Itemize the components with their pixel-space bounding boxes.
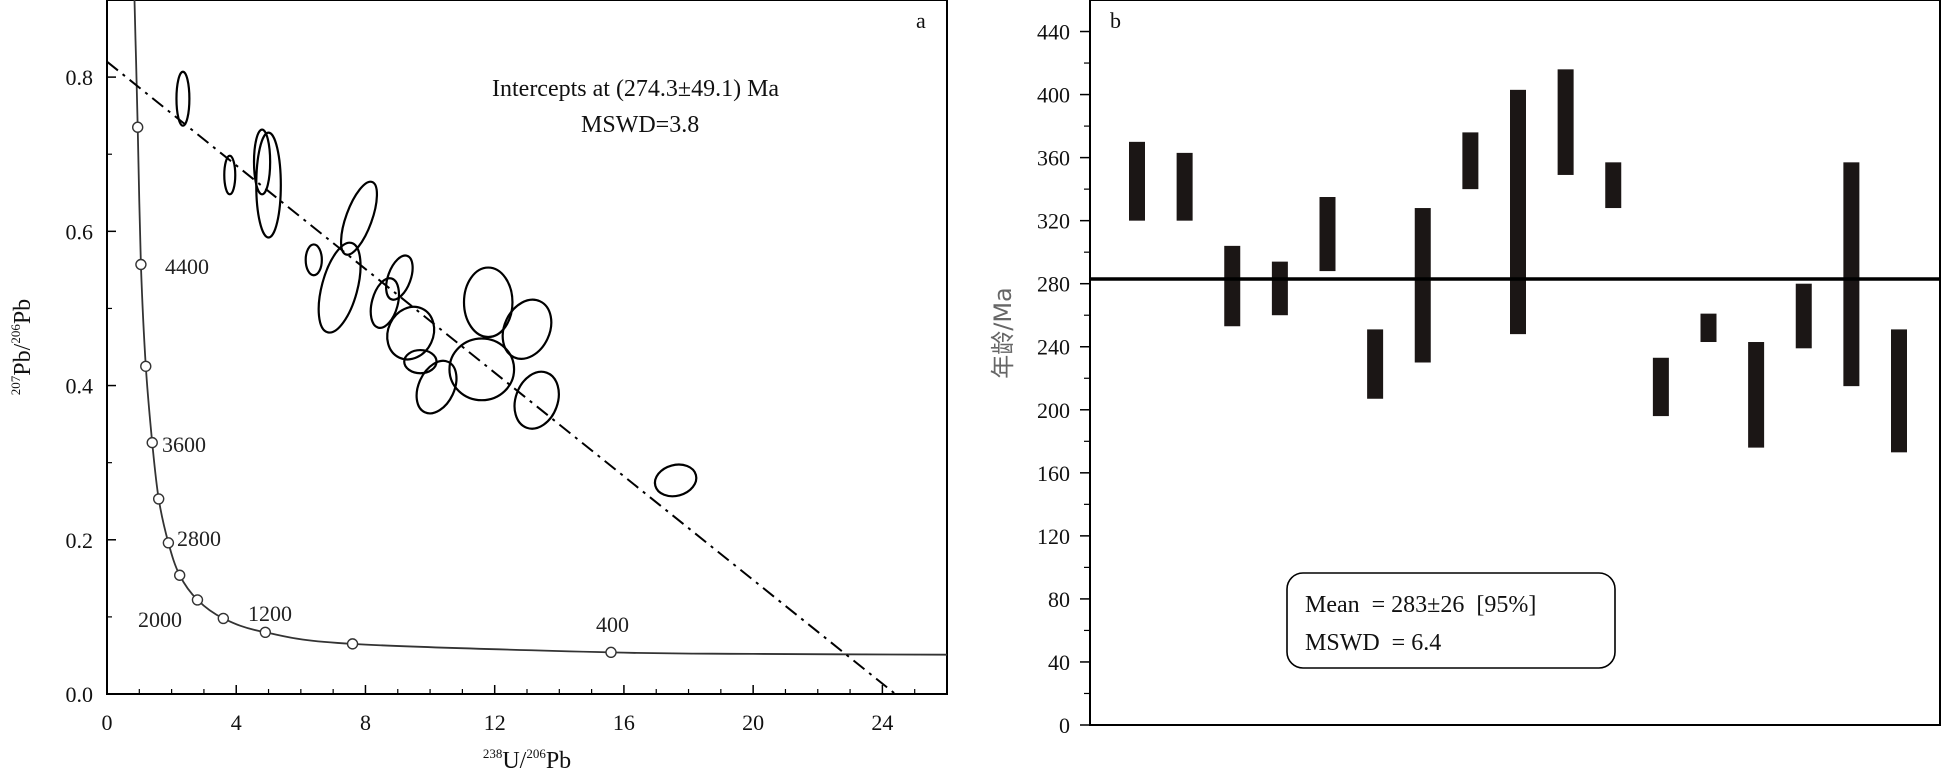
error-ellipse [317, 241, 362, 334]
panel-a-concordia-plot: a 0 4 8 12 16 20 24 0.00.20.40.60.8 4400 3600 … [8, 0, 948, 774]
error-ellipse [223, 154, 237, 196]
age-error-bar [1414, 208, 1431, 363]
age-error-bar [1605, 162, 1622, 209]
panel-b-y-tick-label: 440 [1037, 20, 1070, 45]
panel-a-plot-frame [106, 0, 948, 695]
panel-a-x-tick-label: 0 [102, 710, 113, 735]
mean-legend-box [1286, 572, 1616, 669]
panel-a-x-tick-label: 24 [871, 710, 893, 735]
panel-a-y-tick-label: 0.0 [66, 682, 94, 707]
age-error-bar [1224, 245, 1241, 327]
error-ellipse [415, 359, 458, 415]
age-error-bar [1557, 69, 1574, 175]
panel-a-y-tick-label: 0.4 [66, 374, 94, 399]
panel-b-y-tick-label: 120 [1037, 524, 1070, 549]
panel-b-y-tick-label: 400 [1037, 83, 1070, 108]
concordia-age-marker [346, 638, 359, 650]
panel-b-tag: b [1110, 8, 1121, 33]
error-ellipse [339, 180, 379, 256]
concordia-age-marker [135, 258, 147, 271]
age-error-bar [1843, 162, 1860, 387]
concordia-age-marker [152, 493, 165, 505]
age-error-bar [1891, 329, 1907, 453]
age-error-bar [1652, 357, 1669, 417]
age-error-bar [1510, 89, 1526, 335]
age-error-bar [1367, 329, 1384, 399]
age-error-bar [1795, 283, 1812, 349]
mswd-annotation: MSWD=3.8 [581, 112, 699, 138]
age-error-bar [1319, 197, 1336, 272]
concordia-age-marker [191, 594, 204, 606]
age-error-bar [1748, 342, 1765, 448]
panel-a-x-tick-label: 20 [742, 710, 764, 735]
panel-a-x-tick-label: 8 [360, 710, 371, 735]
age-error-bar [1462, 132, 1479, 190]
panel-a-y-tick-label: 0.8 [66, 65, 94, 90]
error-ellipse [462, 266, 514, 339]
panel-b-y-tick-label: 40 [1048, 650, 1070, 675]
panel-b-y-tick-label: 240 [1037, 335, 1070, 360]
panel-b-y-tick-label: 280 [1037, 272, 1070, 297]
error-ellipse [252, 128, 272, 196]
concordia-age-marker [162, 537, 175, 549]
panel-b-plot-frame [1089, 0, 1941, 726]
age-error-bars [1129, 69, 1907, 453]
error-ellipse [403, 348, 438, 375]
panel-a-y-ticks: 0.0 0.2 0.4 0.6 0.8 [66, 0, 116, 707]
error-ellipse [369, 277, 401, 329]
concordia-label-4400: 4400 [165, 254, 209, 279]
error-ellipse [448, 337, 516, 402]
panel-b-y-tick-label: 360 [1037, 146, 1070, 171]
concordia-label-3600: 3600 [162, 432, 206, 457]
error-ellipse [501, 298, 553, 360]
error-ellipse [304, 243, 323, 277]
panel-a-x-tick-label: 12 [484, 710, 506, 735]
panel-b-y-tick-label: 80 [1048, 587, 1070, 612]
panel-a-x-tick-label: 16 [613, 710, 635, 735]
mean-legend-line1: Mean = 283±26 [95%] [1305, 592, 1536, 618]
error-ellipse [513, 370, 560, 430]
error-ellipse [653, 463, 698, 498]
error-ellipse [385, 254, 414, 301]
concordia-label-400: 400 [596, 612, 629, 637]
panel-b-y-tick-label: 0 [1059, 713, 1070, 738]
concordia-age-marker [146, 436, 158, 449]
panel-a-x-axis-title: 238U/206Pb [483, 746, 571, 774]
panel-b-y-tick-label: 200 [1037, 398, 1070, 423]
concordia-age-marker [131, 121, 144, 133]
panel-a-y-tick-label: 0.2 [66, 528, 94, 553]
panel-a-x-tick-label: 4 [231, 710, 242, 735]
concordia-age-marker [140, 360, 152, 372]
mean-legend-line2: MSWD = 6.4 [1305, 630, 1441, 656]
panel-a-tag: a [916, 8, 926, 33]
panel-b-y-tick-label: 160 [1037, 461, 1070, 486]
panel-b-y-axis-title: 年龄/Ma [989, 287, 1017, 379]
age-error-bar [1176, 152, 1193, 221]
error-ellipse [175, 70, 191, 127]
concordia-label-2000: 2000 [138, 607, 182, 632]
age-error-bar [1129, 141, 1145, 221]
error-ellipse [386, 305, 436, 361]
concordia-label-1200: 1200 [248, 601, 292, 626]
panel-a-y-axis-title: 207Pb/206Pb [8, 299, 36, 395]
age-error-bar [1271, 261, 1288, 316]
panel-b-weighted-mean-plot: b 0 40 80 120 160 200 240 280 320 360 400 440 Mean … [989, 0, 1941, 738]
intercept-annotation: Intercepts at (274.3±49.1) Ma [492, 76, 779, 102]
error-ellipses [175, 70, 698, 498]
error-ellipse [255, 131, 282, 239]
concordia-label-2800: 2800 [177, 526, 221, 551]
concordia-age-markers [131, 121, 617, 659]
discordia-line [106, 60, 896, 695]
concordia-age-marker [173, 569, 186, 581]
panel-a-x-ticks: 0 4 8 12 16 20 24 [102, 685, 948, 735]
concordia-age-marker [605, 646, 617, 659]
concordia-age-marker [259, 626, 272, 639]
panel-a-y-tick-label: 0.6 [66, 219, 94, 244]
concordia-age-marker [217, 612, 230, 625]
panel-b-y-tick-label: 320 [1037, 209, 1070, 234]
age-error-bar [1700, 313, 1717, 343]
panel-b-y-ticks: 0 40 80 120 160 200 240 280 320 360 400 440 [1037, 20, 1090, 738]
